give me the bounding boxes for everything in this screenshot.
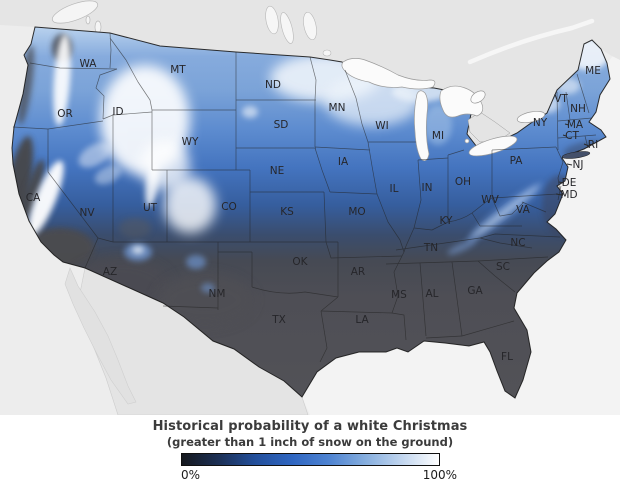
lake-ontario (516, 110, 546, 124)
state-label-ct: CT (565, 130, 579, 142)
state-label-wi: WI (375, 120, 388, 132)
state-label-or: OR (57, 108, 73, 120)
st-lawrence-river (467, 18, 595, 65)
state-label-de: DE (562, 177, 577, 189)
lake-erie (468, 135, 518, 157)
lake-michigan (413, 90, 430, 161)
state-label-mo: MO (348, 206, 365, 218)
state-label-ny: NY (533, 117, 548, 129)
state-label-va: VA (516, 204, 531, 216)
state-label-nm: NM (209, 288, 226, 300)
canada-landmass (0, 0, 620, 147)
state-label-ut: UT (143, 202, 158, 214)
state-label-pa: PA (510, 155, 524, 167)
state-label-fl: FL (501, 351, 513, 363)
state-label-wy: WY (182, 136, 199, 148)
state-label-ma: MA (567, 119, 584, 131)
state-label-ky: KY (440, 215, 454, 227)
legend-title: Historical probability of a white Christ… (152, 419, 468, 434)
us-probability-map: WA OR CA NV ID MT WY UT CO AZ NM ND SD NE KS OK TX MN IA MO… (0, 0, 620, 415)
state-label-ar: AR (351, 266, 365, 278)
legend-subtitle: (greater than 1 inch of snow on the grou… (166, 435, 454, 449)
atlantic-gulf-water (302, 48, 620, 415)
state-label-ok: OK (292, 256, 308, 268)
state-label-mi: MI (432, 130, 444, 142)
state-label-sd: SD (274, 119, 289, 131)
state-labels-layer: WA OR CA NV ID MT WY UT CO AZ NM ND SD NE KS OK TX MN IA MO… (26, 58, 601, 363)
legend-min-label: 0% (181, 468, 201, 482)
state-label-sc: SC (496, 261, 510, 273)
state-label-az: AZ (103, 266, 117, 278)
state-label-tn: TN (423, 242, 438, 254)
state-label-ca: CA (26, 192, 41, 204)
state-label-in: IN (422, 182, 433, 194)
us-landmass (11, 26, 611, 399)
state-label-mt: MT (170, 64, 186, 76)
state-label-nh: NH (570, 103, 586, 115)
georgian-bay (470, 90, 486, 104)
legend-scale-labels: 0% 100% (181, 468, 457, 482)
state-label-ga: GA (467, 285, 483, 297)
legend-max-label: 100% (422, 468, 457, 482)
state-label-wa: WA (80, 58, 98, 70)
state-label-nj: NJ (573, 159, 584, 171)
legend-gradient-bar (181, 453, 440, 466)
state-label-co: CO (221, 201, 237, 213)
lake-st-clair (464, 138, 470, 144)
state-label-me: ME (585, 65, 601, 77)
state-label-al: AL (425, 288, 438, 300)
label-leader-lines (555, 123, 590, 196)
state-label-ia: IA (338, 156, 349, 168)
great-lakes (341, 58, 546, 161)
state-label-ri: RI (588, 139, 598, 151)
state-label-nv: NV (79, 207, 95, 219)
state-label-oh: OH (455, 176, 471, 188)
state-label-la: LA (355, 314, 369, 326)
state-label-ne: NE (270, 165, 285, 177)
state-label-vt: VT (554, 93, 568, 105)
long-island (561, 151, 591, 159)
lake-superior (341, 58, 436, 90)
canadian-lakes (265, 5, 332, 57)
state-label-mn: MN (329, 102, 346, 114)
state-borders-layer (12, 32, 597, 363)
state-label-md: MD (560, 189, 577, 201)
state-label-il: IL (390, 183, 399, 195)
probability-shading (12, 34, 610, 326)
state-label-ks: KS (280, 206, 294, 218)
vancouver-island (51, 0, 102, 34)
state-label-tx: TX (271, 314, 286, 326)
state-label-nd: ND (265, 79, 281, 91)
state-label-id: ID (112, 106, 123, 118)
lake-huron (439, 85, 484, 118)
state-label-nc: NC (510, 237, 525, 249)
state-label-ms: MS (391, 289, 407, 301)
state-label-wv: WV (481, 194, 499, 206)
legend: Historical probability of a white Christ… (0, 419, 620, 482)
